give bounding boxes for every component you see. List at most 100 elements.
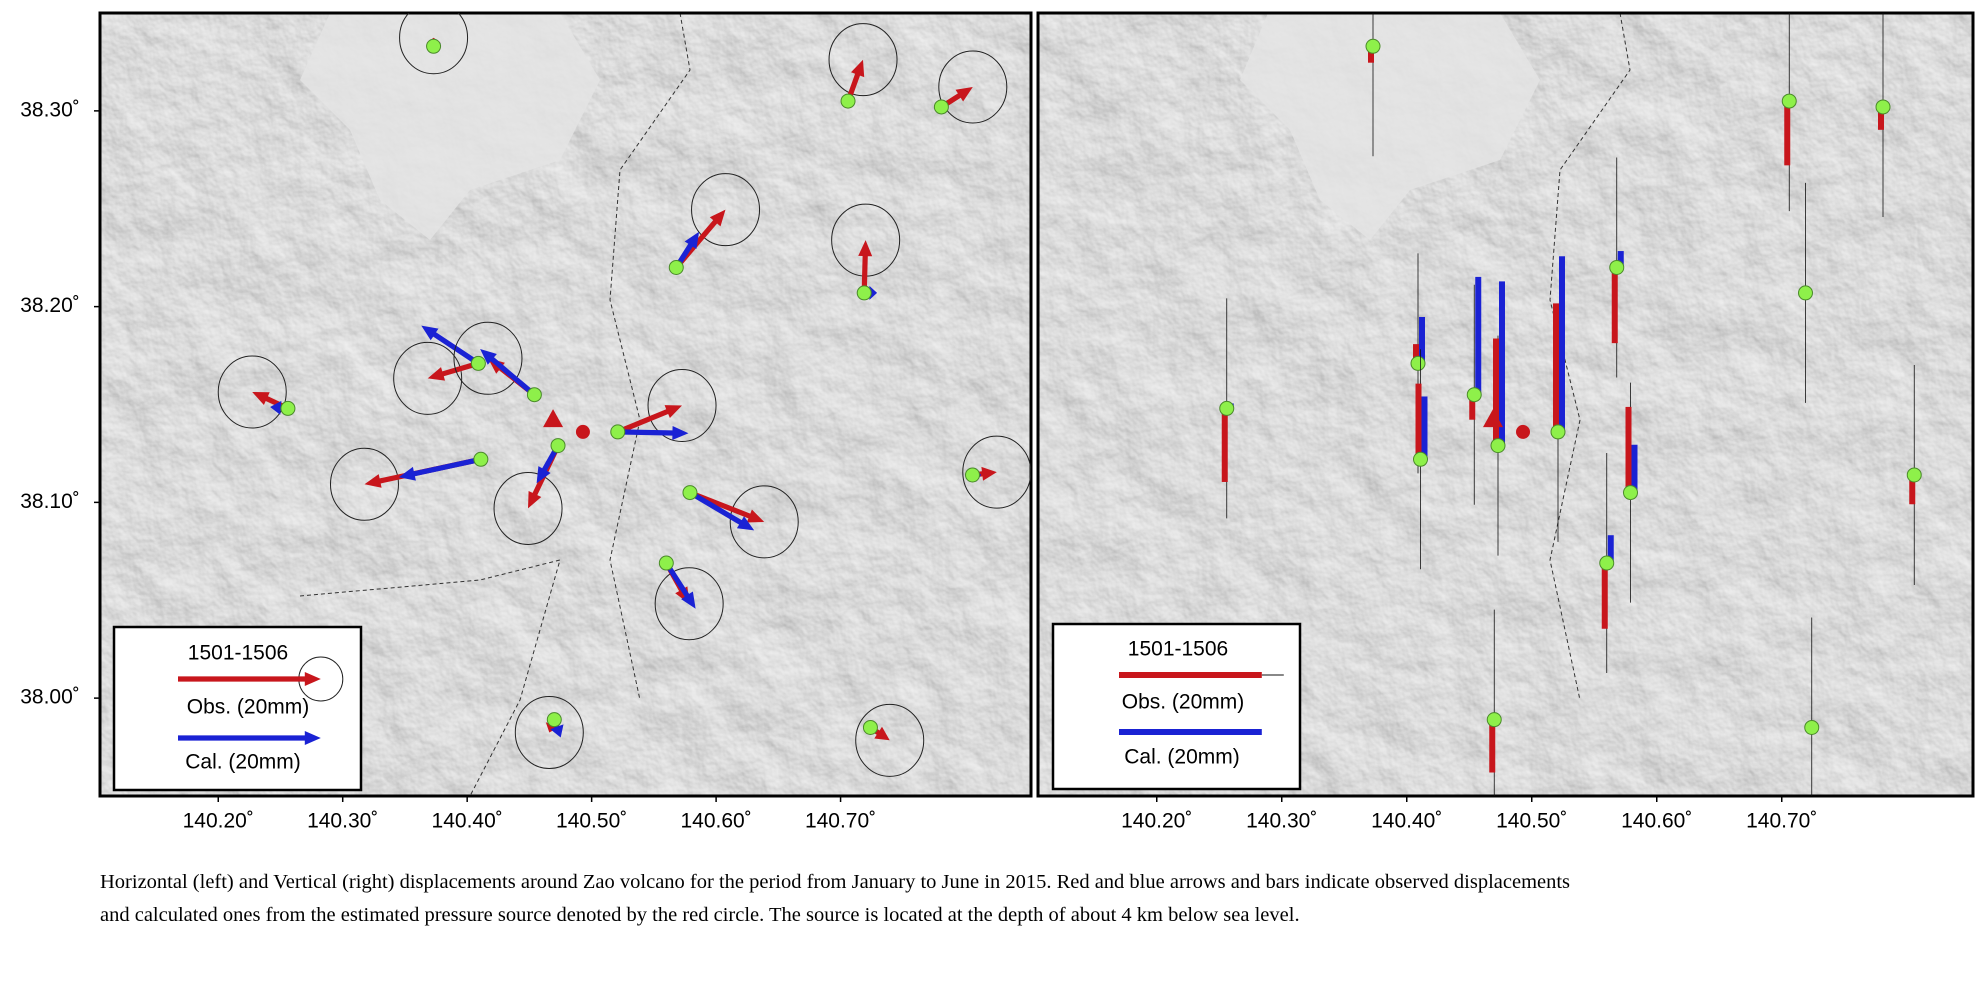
x-tick-label: 140.30˚ <box>1246 810 1317 833</box>
boundary <box>299 559 561 796</box>
legend-box <box>112 625 363 792</box>
legend-obs-arrow <box>178 672 321 686</box>
obs-arrow <box>616 405 682 435</box>
y-tick-label: 38.30˚ <box>20 98 80 121</box>
obs-arrow <box>427 360 480 381</box>
pressure-source <box>575 424 590 439</box>
x-tick-label: 140.60˚ <box>680 810 751 833</box>
station <box>1365 38 1381 54</box>
station <box>682 485 698 501</box>
frame <box>98 11 1033 798</box>
station <box>546 712 562 728</box>
legend-cal-arrow <box>178 731 321 745</box>
station <box>668 259 684 275</box>
pressure-source <box>1516 424 1530 439</box>
cal-bar <box>1607 535 1614 564</box>
station <box>1550 424 1566 440</box>
x-tick-label: 140.70˚ <box>1746 810 1817 833</box>
station <box>526 387 542 403</box>
station <box>1466 387 1482 403</box>
station <box>550 438 566 454</box>
station <box>1219 400 1235 416</box>
cal-arrow <box>398 456 482 481</box>
station <box>470 355 486 371</box>
y-tick-label: 38.10˚ <box>20 490 80 513</box>
error-ellipse <box>514 696 584 770</box>
station <box>1609 259 1625 275</box>
x-tick-label: 140.60˚ <box>1621 810 1692 833</box>
legend-box <box>1051 622 1302 791</box>
obs-bar <box>1601 563 1608 629</box>
displacements <box>1219 13 1922 796</box>
error-ellipse <box>493 471 563 545</box>
error-ellipse <box>828 23 898 97</box>
legend-obs: Obs. (20mm) <box>187 696 310 719</box>
station <box>1623 485 1638 501</box>
cal-bar <box>1499 281 1505 446</box>
station <box>840 93 856 109</box>
error-ellipse <box>691 173 761 247</box>
obs-arrow <box>845 59 865 102</box>
obs-bar <box>1493 338 1499 446</box>
legend-period: 1501-1506 <box>188 642 288 665</box>
displacements <box>217 13 1031 777</box>
volcano <box>543 409 564 428</box>
cal-arrow <box>617 426 689 440</box>
obs-arrow <box>858 240 873 293</box>
legend-cal: Cal. (20mm) <box>185 751 301 774</box>
cal-bar <box>1617 251 1624 268</box>
volcano <box>1483 409 1503 428</box>
obs-bar <box>1784 101 1791 166</box>
x-tick-label: 140.20˚ <box>183 810 254 833</box>
obs-bar <box>1221 408 1228 482</box>
legend-period: 1501-1506 <box>1128 638 1228 661</box>
station <box>610 424 626 440</box>
station <box>1804 719 1820 735</box>
cal-arrow <box>480 349 537 397</box>
cal-bar <box>1475 276 1482 395</box>
error-ellipse <box>962 435 1031 509</box>
plain <box>1240 13 1540 240</box>
error-ellipse <box>393 341 463 415</box>
error-ellipse <box>654 567 724 641</box>
error-ellipse <box>729 485 799 559</box>
obs-arrow <box>972 466 997 481</box>
legend: 1501-1506 Obs. (20mm) Cal. (20mm) <box>1051 622 1302 791</box>
x-tick-label: 140.20˚ <box>1121 810 1192 833</box>
y-tick-label: 38.20˚ <box>20 294 80 317</box>
error-ellipse <box>855 703 925 777</box>
obs-bar <box>1553 303 1559 432</box>
cal-bar <box>1419 316 1425 364</box>
cal-arrow <box>664 561 696 609</box>
x-tick-label: 140.50˚ <box>556 810 627 833</box>
obs-arrow <box>940 87 973 110</box>
caption-line: and calculated ones from the estimated p… <box>100 904 1300 926</box>
x-tick-label: 140.30˚ <box>307 810 378 833</box>
cal-arrow <box>421 325 480 366</box>
station <box>965 467 981 483</box>
obs-bar <box>1415 383 1422 460</box>
station <box>280 400 296 416</box>
error-ellipse <box>453 321 523 395</box>
cal-arrow <box>688 490 755 531</box>
x-tick-label: 140.50˚ <box>1496 810 1567 833</box>
boundary <box>609 13 691 701</box>
cal-arrow <box>674 231 700 269</box>
x-tick-label: 140.40˚ <box>432 810 503 833</box>
station <box>1599 555 1615 571</box>
x-tick-label: 140.40˚ <box>1371 810 1442 833</box>
cal-arrow <box>270 400 289 415</box>
legend-cal: Cal. (20mm) <box>1124 746 1240 769</box>
caption-line: Horizontal (left) and Vertical (right) d… <box>100 871 1571 893</box>
station <box>862 719 878 735</box>
frame <box>1036 11 1975 798</box>
legend-obs-bar <box>1119 672 1262 678</box>
station <box>933 99 949 115</box>
station <box>856 285 872 301</box>
error-ellipse <box>399 13 469 75</box>
y-tick-label: 38.00˚ <box>20 686 80 709</box>
cal-bar <box>1559 256 1565 432</box>
obs-bar <box>1625 406 1632 493</box>
caption: Horizontal (left) and Vertical (right) d… <box>100 866 1970 932</box>
